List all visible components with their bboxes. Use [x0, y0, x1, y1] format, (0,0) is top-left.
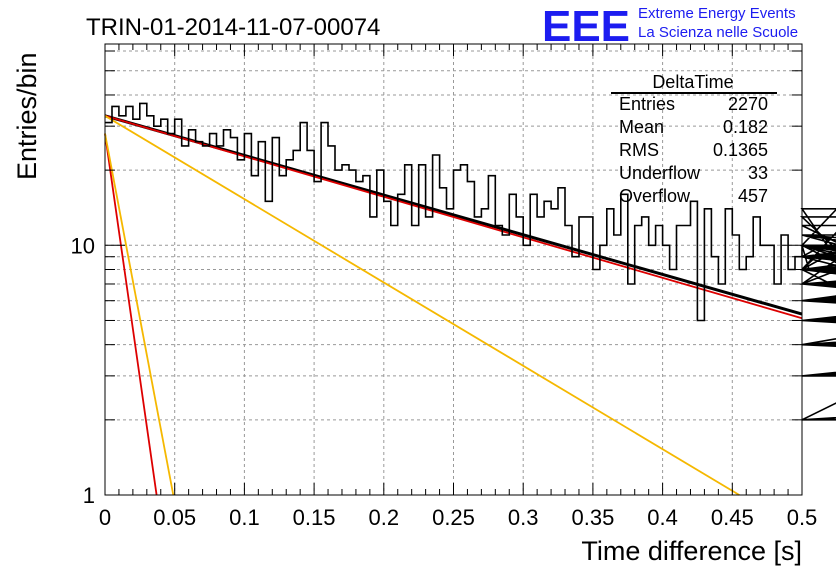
x-tick-label: 0 — [99, 505, 111, 530]
histogram-steps — [105, 102, 836, 421]
fit-curve-2 — [104, 114, 803, 320]
histogram — [105, 102, 836, 421]
fit-curve-4 — [104, 133, 175, 496]
eee-logo-line1: Extreme Energy Events — [638, 5, 796, 22]
y-tick-label: 10 — [71, 233, 95, 258]
run-title: TRIN-01-2014-11-07-00074 — [86, 14, 380, 41]
x-tick-label: 0.25 — [432, 505, 475, 530]
axis-ticks — [104, 44, 803, 495]
stats-label: Underflow — [619, 163, 701, 183]
x-tick-label: 0.1 — [229, 505, 260, 530]
fit-curves — [104, 114, 803, 496]
stats-value: 33 — [748, 163, 768, 183]
stats-value: 457 — [738, 186, 768, 206]
grid — [105, 44, 802, 495]
y-axis-label: Entries/bin — [12, 52, 42, 180]
x-tick-label: 0.05 — [153, 505, 196, 530]
fit-curve-5 — [104, 115, 740, 496]
stats-box: DeltaTime Entries 2270 Mean 0.182 RMS 0.1365 U… — [611, 72, 777, 206]
x-tick-label: 0.15 — [293, 505, 336, 530]
x-tick-label: 0.4 — [647, 505, 678, 530]
stats-label: Mean — [619, 117, 664, 137]
stats-value: 2270 — [728, 94, 768, 114]
eee-logo-line2: La Scienza nelle Scuole — [638, 24, 798, 41]
x-tick-labels: 0 0.05 0.1 0.15 0.2 0.25 0.3 0.35 0.4 0.45 0.5 — [99, 505, 817, 530]
y-tick-labels: 1 10 — [71, 233, 95, 508]
x-axis-label: Time difference [s] — [581, 536, 802, 566]
x-tick-label: 0.5 — [787, 505, 818, 530]
eee-logo: EEE — [542, 2, 630, 51]
x-tick-label: 0.3 — [508, 505, 539, 530]
stats-label: Overflow — [619, 186, 691, 206]
stats-value: 0.1365 — [713, 140, 768, 160]
x-tick-label: 0.45 — [711, 505, 754, 530]
y-tick-label: 1 — [83, 483, 95, 508]
x-tick-label: 0.2 — [369, 505, 400, 530]
stats-value: 0.182 — [723, 117, 768, 137]
stats-label: RMS — [619, 140, 659, 160]
stats-label: Entries — [619, 94, 675, 114]
x-tick-label: 0.35 — [571, 505, 614, 530]
stats-title: DeltaTime — [652, 72, 733, 92]
fit-curve-3 — [104, 133, 158, 496]
